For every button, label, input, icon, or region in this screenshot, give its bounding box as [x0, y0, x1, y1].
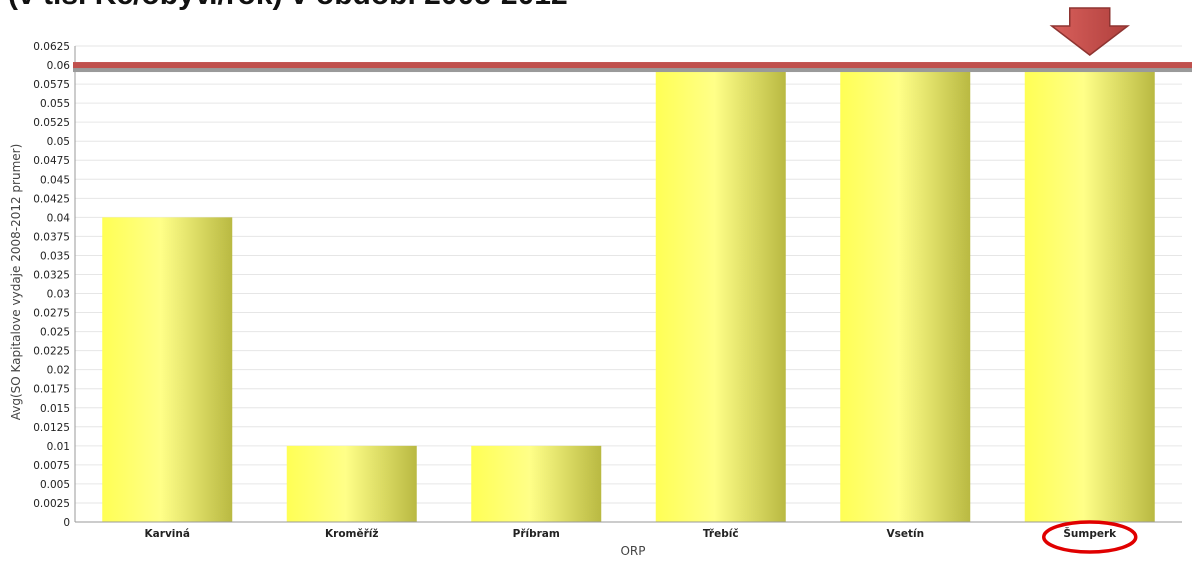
y-tick-label: 0.045 — [40, 174, 70, 186]
y-tick-label: 0.0525 — [33, 117, 70, 129]
y-tick-label: 0.0075 — [33, 460, 70, 472]
y-tick-label: 0.025 — [40, 327, 70, 339]
x-tick-label: Karviná — [145, 528, 190, 540]
y-tick-label: 0.0425 — [33, 193, 70, 205]
y-tick-label: 0.0025 — [33, 498, 70, 510]
y-tick-label: 0.015 — [40, 403, 70, 415]
axes — [74, 46, 1182, 523]
annotations — [73, 7, 1192, 554]
bar — [840, 65, 971, 522]
x-tick-labels: Karviná Kroměříž Příbram Třebíč Vsetín Šumper… — [145, 527, 1118, 540]
y-tick-label: 0.04 — [47, 212, 71, 224]
y-axis-label: Avg(SO Kapitalove vydaje 2008-2012 prume… — [9, 144, 23, 421]
y-tick-label: 0.005 — [40, 479, 70, 491]
y-tick-label: 0.0325 — [33, 269, 70, 281]
bar — [655, 65, 786, 522]
y-tick-label: 0.02 — [47, 365, 70, 377]
y-tick-label: 0.05 — [47, 136, 70, 148]
highlight-circle — [1042, 520, 1138, 554]
y-tick-label: 0.0625 — [33, 41, 70, 53]
x-axis-label: ORP — [620, 544, 645, 558]
y-tick-label: 0.0375 — [33, 231, 70, 243]
y-tick-label: 0.06 — [47, 60, 71, 72]
y-tick-label: 0.0125 — [33, 422, 70, 434]
y-tick-label: 0 — [63, 517, 70, 529]
bar — [1024, 65, 1155, 522]
x-tick-label: Třebíč — [703, 528, 739, 540]
y-tick-label: 0.0275 — [33, 308, 70, 320]
y-tick-label: 0.0475 — [33, 155, 70, 167]
bar — [471, 445, 602, 522]
reference-line-shadow — [73, 67, 1192, 73]
y-tick-label: 0.055 — [40, 98, 70, 110]
bars — [102, 65, 1155, 523]
y-tick-labels: 0 0.0025 0.005 0.0075 0.01 0.0125 0.015 0.0175 0… — [33, 41, 70, 529]
y-tick-label: 0.035 — [40, 250, 70, 262]
bar — [102, 217, 233, 523]
chart-title: (v tis. Kč/obyv./rok) v období 2008-2012 — [8, 0, 568, 12]
y-tick-label: 0.0175 — [33, 384, 70, 396]
x-tick-label: Vsetín — [886, 528, 924, 540]
bar — [286, 445, 417, 522]
y-tick-label: 0.03 — [47, 289, 70, 301]
x-tick-label: Příbram — [513, 528, 560, 540]
x-tick-label: Kroměříž — [325, 528, 378, 540]
y-tick-label: 0.0575 — [33, 79, 70, 91]
y-tick-label: 0.0225 — [33, 346, 70, 358]
reference-line — [73, 62, 1192, 69]
down-arrow-icon — [1049, 7, 1130, 56]
gridlines — [75, 45, 1182, 523]
y-tick-label: 0.01 — [47, 441, 70, 453]
x-tick-label: Šumperk — [1063, 527, 1117, 540]
